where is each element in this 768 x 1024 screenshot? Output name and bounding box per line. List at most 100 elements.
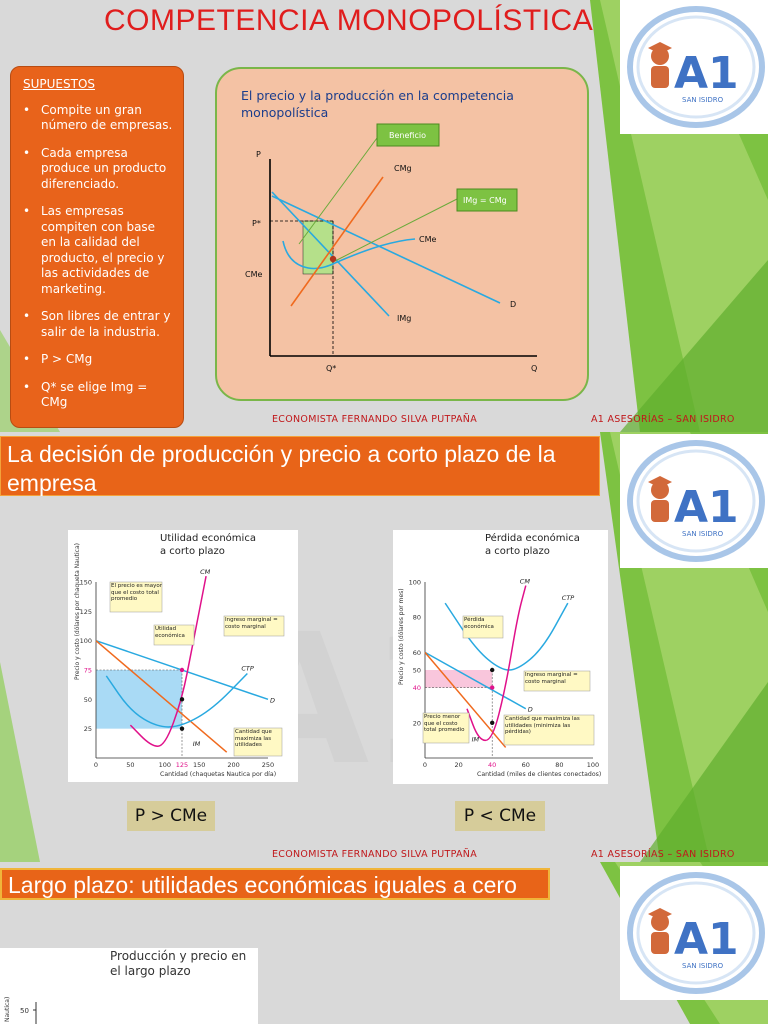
y-axis-title: Nautica) <box>4 997 11 1022</box>
x-tick-label: 0 <box>94 761 98 769</box>
img-cmg-label: IMg = CMg <box>463 196 507 205</box>
logo-subtitle: SAN ISIDRO <box>682 530 724 538</box>
chart-long-run: Producción y precio en el largo plazo Na… <box>0 948 258 1024</box>
beneficio-label: Beneficio <box>389 131 426 140</box>
y-axis-label: P <box>256 150 261 159</box>
logo: A1 SAN ISIDRO <box>620 434 768 568</box>
cme-curve <box>282 238 416 270</box>
logo: A1 SAN ISIDRO <box>620 866 768 1000</box>
list-item: Las empresas compiten con base en la cal… <box>23 204 173 297</box>
img-cmg-box <box>456 188 518 212</box>
cm-label: CM <box>200 568 211 576</box>
y-tick-label: 60 <box>413 649 421 657</box>
cost-point <box>179 726 185 731</box>
chart-title: Utilidad económica <box>160 532 256 544</box>
y-axis-title: Precio y costo (dólares por mes) <box>398 588 405 685</box>
chart-subtitle: el largo plazo <box>110 964 191 978</box>
q-star-label: Q* <box>326 364 336 373</box>
footer-brand: A1 ASESORÍAS – SAN ISIDRO <box>591 849 735 860</box>
mr-mc-point <box>490 720 495 725</box>
ctp-label: CTP <box>241 665 254 673</box>
y-tick-label: 50 <box>20 1007 29 1015</box>
chart-title: Producción y precio en <box>110 949 246 963</box>
img-label: IMg <box>397 314 411 323</box>
badge-p-greater: P > CMe <box>127 801 215 831</box>
logo-letters: A1 <box>674 482 739 533</box>
logo-subtitle: SAN ISIDRO <box>682 962 724 970</box>
img-curve <box>271 191 390 317</box>
note-price-below: Precio menor que el costo total promedio <box>424 714 465 733</box>
x-tick-label: 250 <box>262 761 274 769</box>
y-tick-label: 25 <box>84 725 92 733</box>
marginal-cost-curve <box>466 585 527 742</box>
x-tick-label: 100 <box>159 761 171 769</box>
list-item: Q* se elige Img = CMg <box>23 380 173 411</box>
assumptions-list: Compite un gran número de empresas. Cada… <box>23 103 173 411</box>
chart-subtitle: a corto plazo <box>485 546 550 557</box>
equilibrium-point <box>329 255 337 263</box>
average-total-cost-curve <box>105 672 248 728</box>
x-axis-label: Q <box>531 364 537 373</box>
list-item: Son libres de entrar y salir de la indus… <box>23 309 173 340</box>
shaded-area <box>96 670 182 729</box>
cm-label: CM <box>520 578 531 586</box>
cme-curve-label: CMe <box>419 235 436 244</box>
logo-letters: A1 <box>674 48 739 99</box>
y-tick-label: 20 <box>413 719 421 727</box>
cmg-curve <box>290 176 384 307</box>
slide-long-run: A1 SAN ISIDRO Largo plazo: utilidades ec… <box>0 862 768 1024</box>
logo-subtitle: SAN ISIDRO <box>682 96 724 104</box>
im-label: IM <box>472 735 480 743</box>
marginal-revenue-curve <box>424 651 507 748</box>
logo-letters: A1 <box>674 914 739 965</box>
logo: A1 SAN ISIDRO <box>620 0 768 134</box>
slide-title: COMPETENCIA MONOPOLÍSTICA <box>104 4 594 37</box>
price-point <box>490 685 495 690</box>
chart-profit: Utilidad económica a corto plazo Precio … <box>68 530 298 782</box>
price-point <box>179 667 185 673</box>
section-banner: Largo plazo: utilidades económicas igual… <box>0 868 550 900</box>
note-loss: Pérdida económica <box>464 617 494 630</box>
badge-p-less: P < CMe <box>455 801 545 831</box>
cost-point <box>490 667 495 673</box>
cmg-label: CMg <box>394 164 412 173</box>
x-tick-label: 60 <box>522 761 530 769</box>
shaded-area <box>425 670 493 688</box>
ctp-label: CTP <box>562 594 575 602</box>
footer-author: ECONOMISTA FERNANDO SILVA PUTPAÑA <box>272 849 478 860</box>
slide-monopolistic-competition: A1 SAN ISIDRO COMPETENCIA MONOPOLÍSTICA … <box>0 0 768 432</box>
footer-author: ECONOMISTA FERNANDO SILVA PUTPAÑA <box>272 414 478 425</box>
demand-label: D <box>510 300 516 309</box>
logo-graphic: A1 SAN ISIDRO <box>627 440 765 562</box>
chart-title: Pérdida económica <box>485 532 580 544</box>
note-quantity: Cantidad que maximiza las utilidades (mi… <box>505 716 580 735</box>
list-item: P > CMg <box>23 352 173 368</box>
x-tick-label: 40 <box>488 761 496 769</box>
im-label: IM <box>193 740 201 748</box>
p-star-label: P* <box>252 219 261 228</box>
x-axis-title: Cantidad (chaquetas Nautica por día) <box>160 770 276 778</box>
y-tick-label: 150 <box>80 579 92 587</box>
marginal-cost-curve <box>129 575 207 748</box>
graph-title: El precio y la producción en la competen… <box>241 88 514 120</box>
assumptions-heading: SUPUESTOS <box>23 77 96 91</box>
logo-graphic: A1 SAN ISIDRO <box>627 872 765 994</box>
assumptions-panel: SUPUESTOS Compite un gran número de empr… <box>10 66 184 428</box>
mr-mc-point <box>179 697 185 702</box>
note-profit: Utilidad económica <box>155 626 185 639</box>
y-tick-label: 125 <box>80 608 92 616</box>
monopolistic-graph: P Q P* CMe Q* CMg CMe D IMg Beneficio IM… <box>245 123 537 373</box>
x-tick-label: 100 <box>587 761 599 769</box>
note-mr-mc: Ingreso marginal = costo marginal <box>525 672 578 685</box>
x-tick-label: 200 <box>227 761 239 769</box>
y-axis-title: Precio y costo (dólares por chaqueta Nau… <box>74 543 81 680</box>
y-tick-label: 75 <box>84 667 92 675</box>
note-mr-mc: Ingreso marginal = costo marginal <box>225 617 278 630</box>
x-tick-label: 50 <box>126 761 134 769</box>
y-tick-label: 100 <box>80 637 92 645</box>
y-tick-label: 80 <box>413 614 421 622</box>
list-item: Compite un gran número de empresas. <box>23 103 173 134</box>
x-axis-title: Cantidad (miles de clientes conectados) <box>477 771 601 778</box>
demand-curve <box>271 195 501 304</box>
chart-subtitle: a corto plazo <box>160 546 225 557</box>
